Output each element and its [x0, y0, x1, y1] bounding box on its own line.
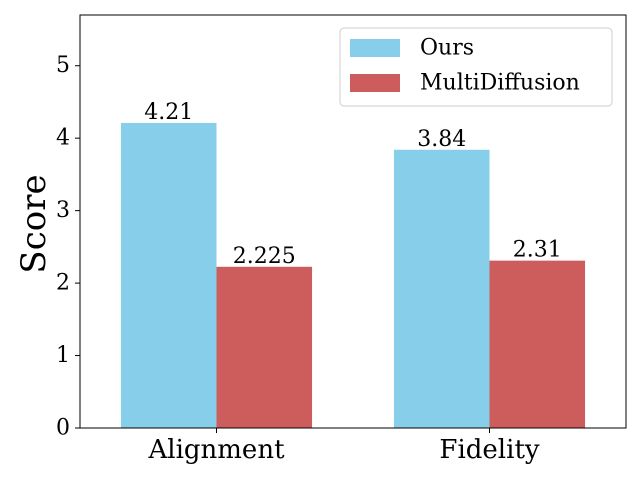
bars-group [120, 122, 586, 428]
bar-labels-group: 4.21 3.84 2.225 2.31 [144, 100, 562, 269]
bar-value-label: 2.31 [513, 238, 562, 263]
plot-frame [79, 14, 627, 429]
x-tick-label-fidelity: Fidelity [439, 435, 539, 465]
legend-box [339, 27, 613, 107]
bar-value-label: 2.225 [233, 244, 296, 269]
y-tick-label: 4 [56, 126, 70, 151]
y-tick-label: 5 [56, 53, 70, 78]
bar-value-label: 3.84 [417, 127, 466, 152]
y-tick-label: 3 [56, 198, 70, 223]
x-ticks-group: Alignment Fidelity [147, 428, 540, 465]
legend-label-multidiffusion: MultiDiffusion [420, 71, 580, 96]
bar-fidelity-multidiffusion [489, 260, 586, 428]
legend: Ours MultiDiffusion [339, 27, 613, 107]
y-tick-label: 1 [56, 343, 70, 368]
bar-alignment-ours [120, 122, 217, 428]
bar-value-label: 4.21 [144, 100, 193, 125]
y-tick-label: 0 [56, 416, 70, 441]
legend-swatch-multidiffusion [350, 74, 400, 92]
legend-label-ours: Ours [420, 36, 474, 61]
y-axis-label: Score [14, 174, 54, 273]
x-tick-label-alignment: Alignment [147, 435, 285, 465]
y-tick-label: 2 [56, 271, 70, 296]
legend-swatch-ours [350, 39, 400, 57]
y-ticks-group: 0 1 2 3 4 5 [56, 53, 80, 441]
bar-fidelity-ours [393, 149, 490, 428]
bar-alignment-multidiffusion [216, 266, 313, 428]
